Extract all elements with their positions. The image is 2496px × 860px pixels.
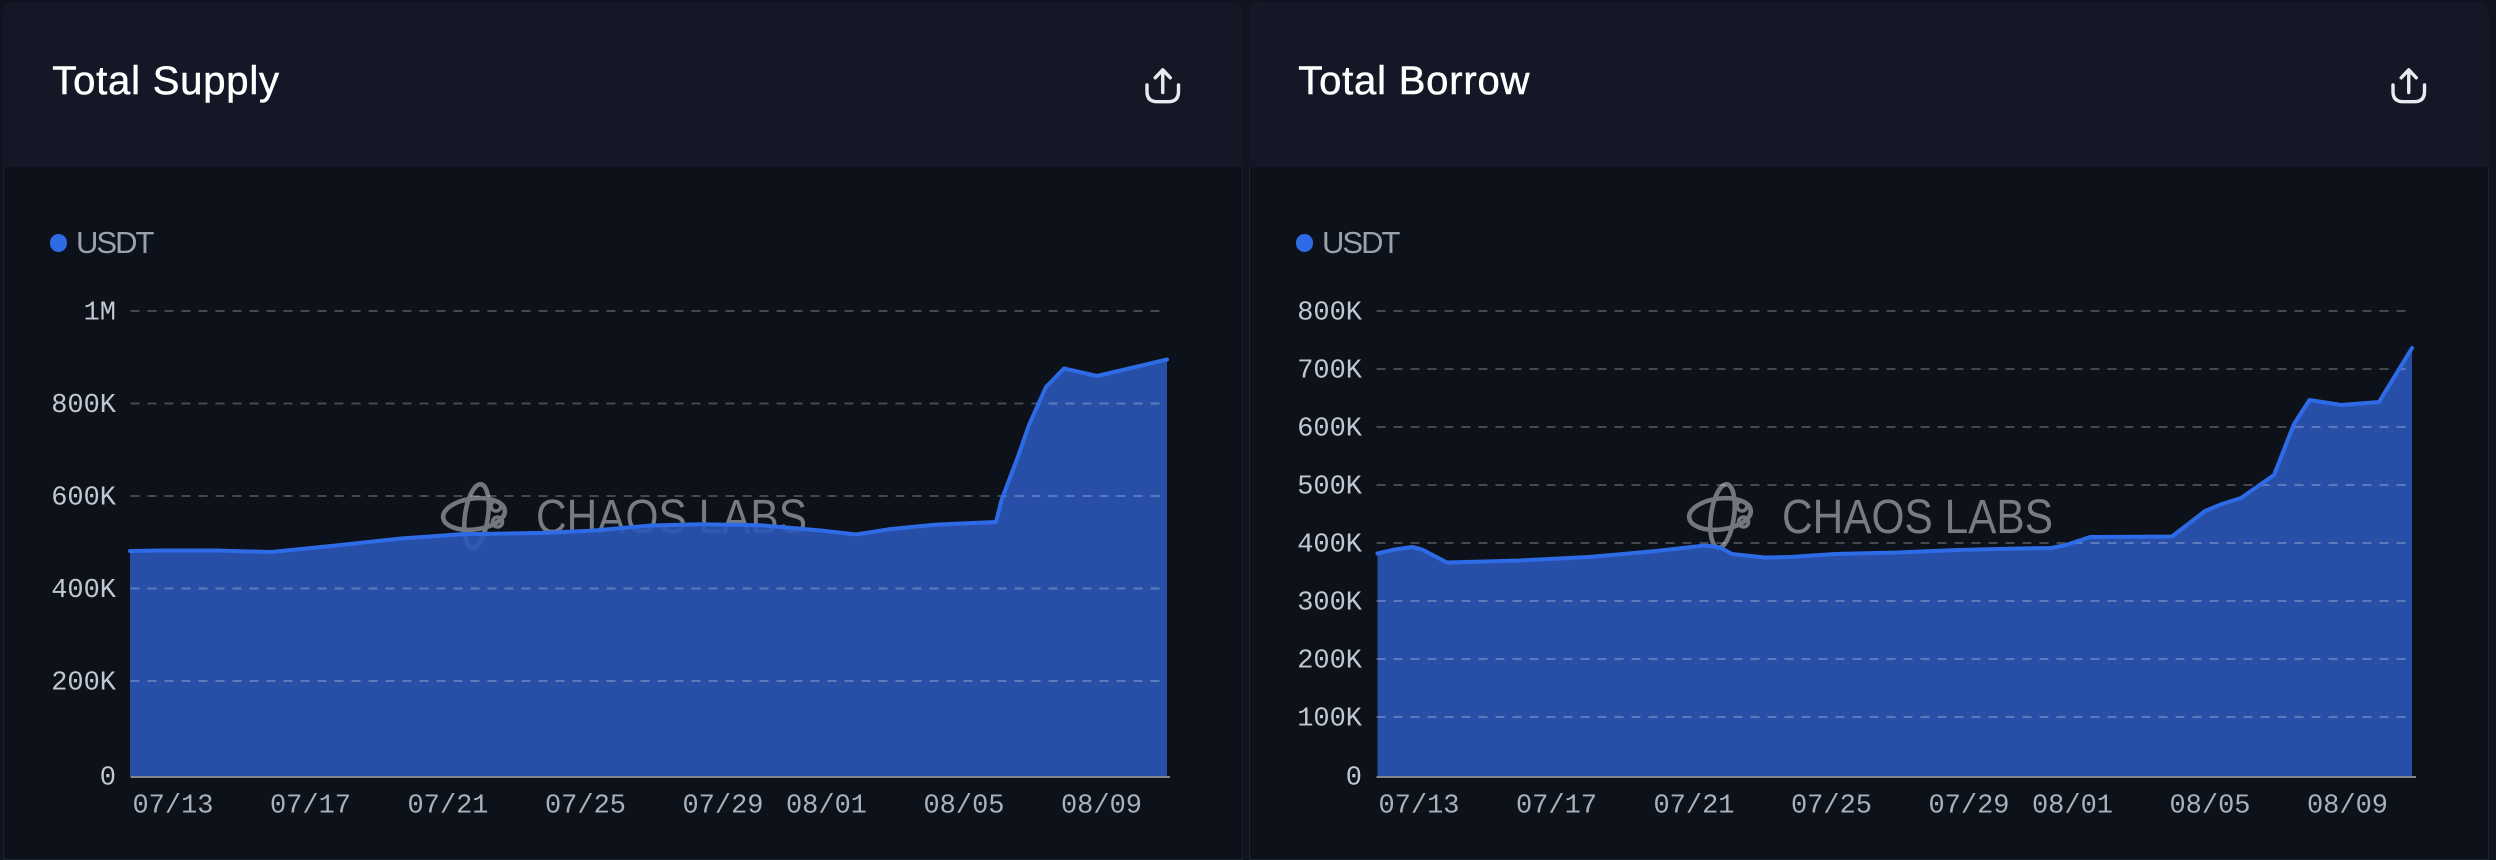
svg-text:07/13: 07/13 xyxy=(1378,792,1459,822)
svg-text:300K: 300K xyxy=(1297,589,1363,619)
svg-text:07/17: 07/17 xyxy=(270,792,351,822)
svg-text:400K: 400K xyxy=(1297,531,1363,561)
svg-text:800K: 800K xyxy=(1297,299,1363,329)
svg-text:200K: 200K xyxy=(51,669,117,699)
svg-text:07/21: 07/21 xyxy=(407,792,488,822)
svg-text:1M: 1M xyxy=(84,299,116,329)
svg-text:200K: 200K xyxy=(1297,647,1363,677)
svg-text:07/13: 07/13 xyxy=(132,792,213,822)
svg-text:07/29: 07/29 xyxy=(682,792,763,822)
svg-text:400K: 400K xyxy=(51,576,117,606)
svg-text:07/17: 07/17 xyxy=(1516,792,1597,822)
svg-text:0: 0 xyxy=(100,764,116,794)
svg-text:08/01: 08/01 xyxy=(786,792,867,822)
svg-text:08/01: 08/01 xyxy=(2032,792,2113,822)
svg-text:08/05: 08/05 xyxy=(923,792,1004,822)
svg-text:08/05: 08/05 xyxy=(2169,792,2250,822)
svg-text:600K: 600K xyxy=(51,484,117,514)
svg-text:700K: 700K xyxy=(1297,357,1363,387)
svg-text:800K: 800K xyxy=(51,391,117,421)
svg-text:CHAOS LABS: CHAOS LABS xyxy=(1782,491,2053,544)
svg-text:08/09: 08/09 xyxy=(1061,792,1142,822)
svg-text:600K: 600K xyxy=(1297,415,1363,445)
svg-text:07/29: 07/29 xyxy=(1928,792,2009,822)
svg-text:100K: 100K xyxy=(1297,705,1363,735)
svg-text:500K: 500K xyxy=(1297,473,1363,503)
svg-text:0: 0 xyxy=(1346,764,1362,794)
svg-text:07/21: 07/21 xyxy=(1653,792,1734,822)
svg-text:07/25: 07/25 xyxy=(1791,792,1872,822)
svg-text:07/25: 07/25 xyxy=(545,792,626,822)
svg-text:08/09: 08/09 xyxy=(2307,792,2388,822)
